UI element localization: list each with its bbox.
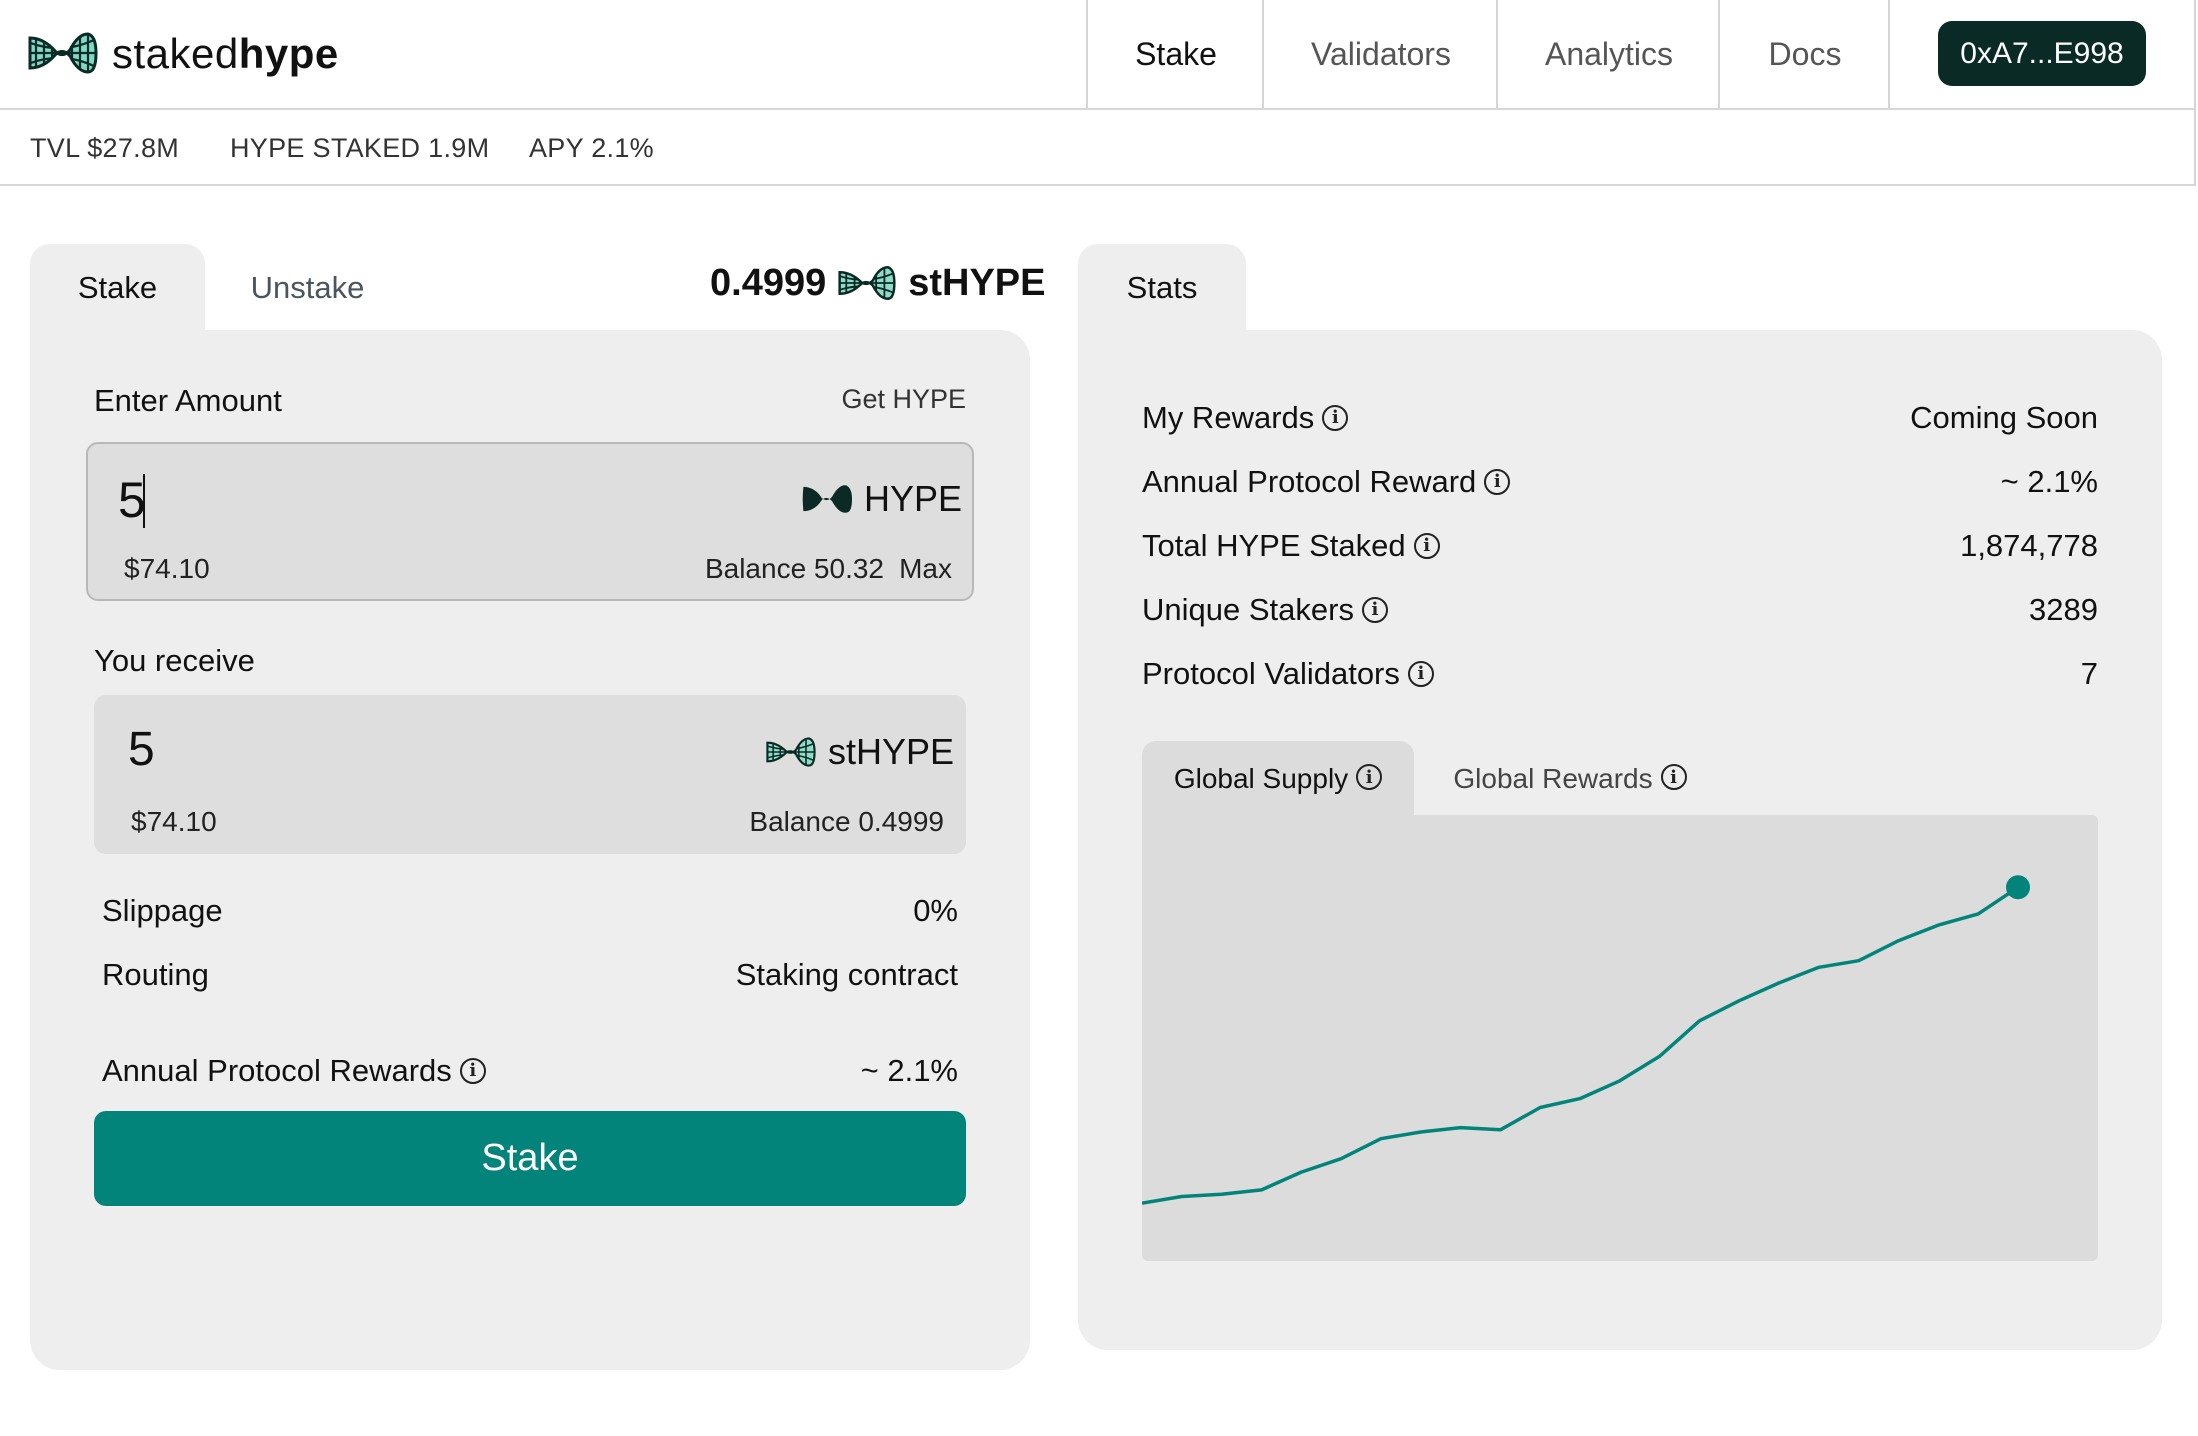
unique-stakers-row: Unique Stakers i [1142,592,1388,628]
total-hype-staked-row: Total HYPE Staked i [1142,528,1440,564]
supply-latest-point[interactable] [2006,875,2030,900]
protocol-stats-strip [0,110,2196,186]
input-usd-value: $74.10 [124,553,210,584]
text-cursor [143,474,145,528]
receive-usd-value: $74.10 [131,806,217,837]
brand-name[interactable]: stakedhype [112,26,339,82]
sthype-balance-display: 0.4999 stHYPE [710,258,1046,308]
info-icon[interactable]: i [1484,468,1511,495]
annual-rewards-row: Annual Protocol Rewards i [102,1053,486,1089]
enter-amount-label: Enter Amount [94,383,282,418]
hype-staked-stat: HYPE STAKED 1.9M [230,133,490,163]
my-rewards-value: Coming Soon [1910,400,2098,435]
tab-global-supply[interactable]: Global Supply i [1142,741,1414,817]
protocol-validators-row: Protocol Validators i [1142,656,1434,692]
unique-stakers-value: 3289 [2029,592,2098,627]
tab-stats[interactable]: Stats [1078,244,1246,332]
hype-token-symbol: HYPE [864,478,963,519]
protocol-validators-label: Protocol Validators [1142,656,1400,691]
nav-tab-stake[interactable]: Stake [1086,0,1264,109]
sthype-balance-value: 0.4999 [710,262,827,304]
get-hype-link[interactable]: Get HYPE [841,384,966,414]
slippage-label: Slippage [102,893,223,928]
info-icon[interactable]: i [1660,764,1687,790]
unique-stakers-label: Unique Stakers [1142,592,1354,627]
nav-tab-docs[interactable]: Docs [1718,0,1890,109]
info-icon[interactable]: i [1413,532,1440,559]
tab-global-rewards[interactable]: Global Rewards i [1430,741,1710,817]
wallet-address-button[interactable]: 0xA7...E998 [1938,21,2146,86]
annual-rewards-value: ~ 2.1% [860,1053,958,1088]
global-supply-chart [1142,815,2098,1261]
receive-box [94,695,966,854]
sthype-token-icon [766,737,816,767]
global-supply-chart-svg [1142,875,2030,1205]
stake-amount-input[interactable] [118,468,618,532]
info-icon[interactable]: i [459,1057,486,1084]
routing-value: Staking contract [735,957,958,992]
sthype-token-symbol: stHYPE [828,731,955,772]
brand-name-light: staked [112,30,239,77]
protocol-validators-value: 7 [2080,656,2098,691]
brand-name-bold: hype [238,30,339,77]
routing-label: Routing [102,957,209,992]
hype-token-selector: HYPE [802,478,962,520]
info-icon[interactable]: i [1407,660,1434,687]
annual-protocol-reward-row: Annual Protocol Reward i [1142,464,1511,500]
nav-tab-analytics[interactable]: Analytics [1496,0,1720,109]
top-header [0,0,2196,110]
tab-global-rewards-label: Global Rewards [1453,763,1653,794]
hype-token-icon [802,485,852,513]
sthype-token-display: stHYPE [766,731,954,773]
tab-unstake[interactable]: Unstake [250,270,365,305]
stakedhype-logo-icon[interactable] [28,28,98,78]
total-hype-staked-label: Total HYPE Staked [1142,528,1406,563]
max-button[interactable]: Max [899,553,952,584]
info-icon[interactable]: i [1322,404,1349,431]
tab-global-supply-label: Global Supply [1173,763,1349,794]
annual-protocol-reward-label: Annual Protocol Reward [1142,464,1477,499]
nav-divider [1888,0,1890,109]
nav-tab-validators[interactable]: Validators [1262,0,1498,109]
my-rewards-label: My Rewards [1142,400,1315,435]
sthype-balance: Balance 0.4999 [749,806,944,837]
receive-amount: 5 [128,723,155,776]
you-receive-label: You receive [94,643,255,678]
stake-button[interactable]: Stake [94,1111,966,1206]
tab-stake[interactable]: Stake [30,244,205,332]
supply-series-line [1142,885,2019,1205]
info-icon[interactable]: i [1356,764,1383,790]
apy-stat: APY 2.1% [529,133,654,163]
annual-protocol-reward-value: ~ 2.1% [2000,464,2098,499]
total-hype-staked-value: 1,874,778 [1960,528,2098,563]
sthype-token-icon [838,266,896,300]
tvl-stat: TVL $27.8M [30,133,180,163]
slippage-value: 0% [913,893,958,928]
sthype-balance-symbol: stHYPE [908,262,1046,304]
my-rewards-row: My Rewards i [1142,400,1349,436]
hype-balance: Balance 50.32 [704,553,884,584]
annual-rewards-label: Annual Protocol Rewards [102,1053,452,1088]
info-icon[interactable]: i [1361,596,1388,623]
